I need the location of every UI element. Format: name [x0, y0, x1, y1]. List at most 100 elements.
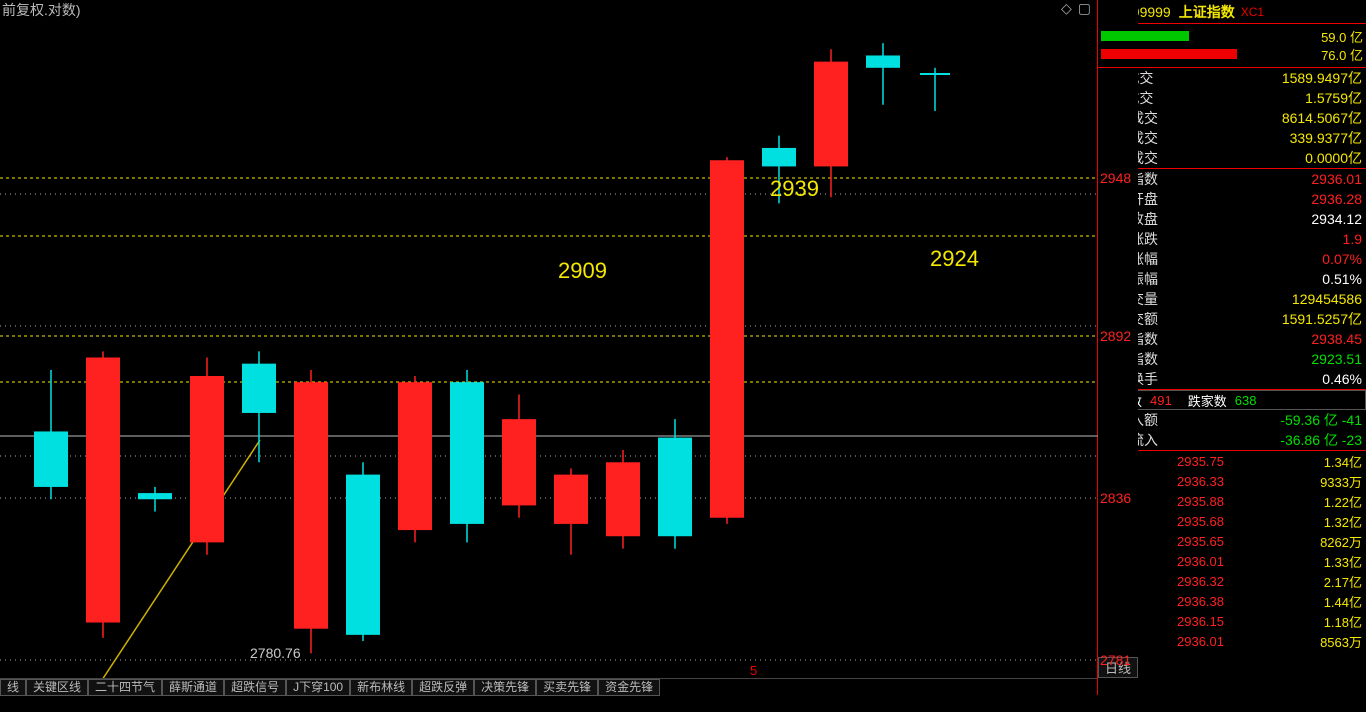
stat-row: 指数涨幅0.07%: [1098, 249, 1366, 269]
stat-value: 2936.28: [1311, 191, 1362, 207]
tick-volume: 1.32亿: [1224, 512, 1362, 531]
tick-row: 14:562935.681.32亿: [1098, 511, 1366, 531]
tick-volume: 1.18亿: [1224, 612, 1362, 631]
tick-row: 14:562935.751.34亿: [1098, 451, 1366, 471]
stat-row: 国债成交8614.5067亿: [1098, 108, 1366, 128]
tick-list: 14:562935.751.34亿14:562936.339333万14:562…: [1098, 450, 1366, 712]
tick-price: 2935.65: [1148, 534, 1224, 549]
footer-tab[interactable]: 超跌信号: [224, 679, 286, 696]
price-axis-label: 2836: [1100, 490, 1131, 506]
stat-value: -36.86 亿 -23: [1280, 430, 1362, 450]
flow-bar-value: 76.0 亿: [1321, 45, 1363, 64]
stat-value: 0.0000亿: [1305, 148, 1362, 168]
price-annotation: 2939: [770, 176, 819, 202]
price-annotation: 2909: [558, 258, 607, 284]
flow-bar: [1101, 49, 1237, 59]
tick-volume: 1.34亿: [1224, 452, 1362, 471]
stat-row: 权证成交0.0000亿: [1098, 148, 1366, 168]
stat-value: 2936.01: [1311, 171, 1362, 187]
tick-volume: 2.17亿: [1224, 572, 1362, 591]
down-count: 638: [1235, 393, 1257, 408]
footer-tab[interactable]: 买卖先锋: [536, 679, 598, 696]
price-annotation: 2924: [930, 246, 979, 272]
tick-row: 14:572936.151.18亿: [1098, 611, 1366, 631]
up-count: 491: [1150, 393, 1172, 408]
stat-value: 1.5759亿: [1305, 88, 1362, 108]
tick-price: 2936.33: [1148, 474, 1224, 489]
symbol-header: G 999999 上证指数 XC1: [1098, 0, 1366, 24]
stat-row: 指数涨跌1.9: [1098, 229, 1366, 249]
stat-value: 2923.51: [1311, 351, 1362, 367]
stat-row: 基金成交339.9377亿: [1098, 128, 1366, 148]
tick-volume: 8563万: [1224, 632, 1362, 651]
tick-row: 14:562935.658262万: [1098, 531, 1366, 551]
stat-value: 1591.5257亿: [1282, 309, 1362, 329]
footer-tab[interactable]: 资金先锋: [598, 679, 660, 696]
tick-volume: 8262万: [1224, 532, 1362, 551]
stat-row: 今日开盘2936.28: [1098, 189, 1366, 209]
stat-row: 净流入额-59.36 亿 -41: [1098, 410, 1366, 430]
tick-price: 2935.68: [1148, 514, 1224, 529]
symbol-name: 上证指数: [1179, 2, 1235, 22]
footer-tab[interactable]: 线: [0, 679, 26, 696]
bottom-time-mark: 5: [750, 663, 757, 678]
footer-tab[interactable]: 薛斯通道: [162, 679, 224, 696]
up-down-counts: 涨家数 491 跌家数 638: [1098, 390, 1366, 410]
stat-row: 最低指数2923.51: [1098, 349, 1366, 369]
stat-row: 最新指数2936.01: [1098, 169, 1366, 189]
tick-row: 14:572936.018563万: [1098, 631, 1366, 651]
tick-volume: 9333万: [1224, 472, 1362, 491]
symbol-xc: XC1: [1241, 5, 1264, 19]
stat-value: 0.51%: [1322, 271, 1362, 287]
chart-canvas: 2780.76: [0, 0, 1098, 678]
footer-tab[interactable]: 决策先锋: [474, 679, 536, 696]
down-count-label: 跌家数: [1188, 391, 1227, 410]
tick-price: 2935.75: [1148, 454, 1224, 469]
stat-row: A股成交1589.9497亿: [1098, 68, 1366, 88]
footer-tab[interactable]: 关键区线: [26, 679, 88, 696]
price-axis-label: 2781: [1100, 652, 1131, 668]
tick-row: 14:562935.881.22亿: [1098, 491, 1366, 511]
stat-row: B股成交1.5759亿: [1098, 88, 1366, 108]
tick-volume: 1.22亿: [1224, 492, 1362, 511]
tick-price: 2936.38: [1148, 594, 1224, 609]
price-axis-label: 2892: [1100, 328, 1131, 344]
tick-row: 14:572936.322.17亿: [1098, 571, 1366, 591]
tick-price: 2936.32: [1148, 574, 1224, 589]
footer-tab[interactable]: 二十四节气: [88, 679, 162, 696]
tick-price: 2935.88: [1148, 494, 1224, 509]
stat-row: 总成交量129454586: [1098, 289, 1366, 309]
stat-value: 1.9: [1343, 231, 1362, 247]
flow-bar-value: 59.0 亿: [1321, 27, 1363, 46]
stat-value: 1589.9497亿: [1282, 68, 1362, 88]
footer-tab[interactable]: J下穿100: [286, 679, 350, 696]
stat-value: 2938.45: [1311, 331, 1362, 347]
stat-value: 339.9377亿: [1290, 128, 1362, 148]
tick-price: 2936.01: [1148, 554, 1224, 569]
price-axis-label: 2948: [1100, 170, 1131, 186]
tick-row: 14:562936.339333万: [1098, 471, 1366, 491]
footer-tab[interactable]: 新布林线: [350, 679, 412, 696]
stat-value: -59.36 亿 -41: [1280, 410, 1362, 430]
stat-value: 8614.5067亿: [1282, 108, 1362, 128]
stat-row: 昨日收盘2934.12: [1098, 209, 1366, 229]
svg-text:2780.76: 2780.76: [250, 645, 301, 661]
footer-tabs: 线关键区线二十四节气薛斯通道超跌信号J下穿100新布林线超跌反弹决策先锋买卖先锋…: [0, 678, 1097, 695]
stat-value: 0.46%: [1322, 371, 1362, 387]
tick-row: 14:562936.011.33亿: [1098, 551, 1366, 571]
footer-tab[interactable]: 超跌反弹: [412, 679, 474, 696]
volume-bars: 59.0 亿76.0 亿: [1098, 24, 1366, 68]
stat-row: 大宗流入-36.86 亿 -23: [1098, 430, 1366, 450]
stat-value: 2934.12: [1311, 211, 1362, 227]
stat-row: 总成交额1591.5257亿: [1098, 309, 1366, 329]
stat-row: 最高指数2938.45: [1098, 329, 1366, 349]
price-axis-column: 日线 2948289228362781: [1098, 0, 1138, 695]
stat-value: 129454586: [1292, 291, 1362, 307]
stat-row: 上证换手0.46%: [1098, 369, 1366, 389]
tick-row: 14:572936.381.44亿: [1098, 591, 1366, 611]
tick-volume: 1.44亿: [1224, 592, 1362, 611]
tick-volume: 1.33亿: [1224, 552, 1362, 571]
side-panel: G 999999 上证指数 XC1 59.0 亿76.0 亿 A股成交1589.…: [1098, 0, 1366, 712]
tick-price: 2936.01: [1148, 634, 1224, 649]
candlestick-chart[interactable]: 前复权.对数) ◇ ▢ 2780.76 290929392924 5 线关键区线…: [0, 0, 1098, 695]
